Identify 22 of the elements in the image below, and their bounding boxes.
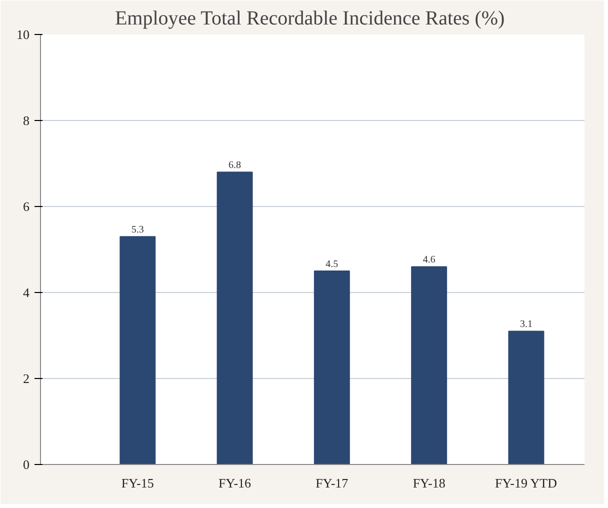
x-tick-label: FY-19 YTD — [494, 476, 557, 490]
bar — [216, 172, 253, 464]
data-label: 5.3 — [131, 224, 144, 236]
x-tick-label: FY-16 — [218, 476, 252, 490]
bar — [314, 270, 350, 464]
x-tick-label: FY-15 — [121, 476, 154, 490]
chart-title: Employee Total Recordable Incidence Rates (%) — [114, 8, 505, 30]
x-tick-label: FY-17 — [316, 476, 349, 490]
data-label: 3.1 — [520, 319, 532, 330]
data-label: 4.5 — [326, 259, 338, 270]
bar — [508, 330, 544, 464]
x-tick-label: FY-18 — [412, 476, 446, 490]
y-tick-label: 2 — [23, 371, 30, 386]
data-label: 6.8 — [228, 160, 242, 172]
bar — [120, 236, 156, 464]
y-tick-label: 8 — [23, 113, 30, 128]
y-tick-label: 10 — [16, 27, 30, 42]
y-tick-label: 0 — [23, 457, 30, 472]
bar — [411, 266, 448, 464]
y-tick-label: 4 — [23, 285, 30, 300]
y-tick-label: 6 — [23, 199, 30, 214]
data-label: 4.6 — [422, 254, 436, 266]
